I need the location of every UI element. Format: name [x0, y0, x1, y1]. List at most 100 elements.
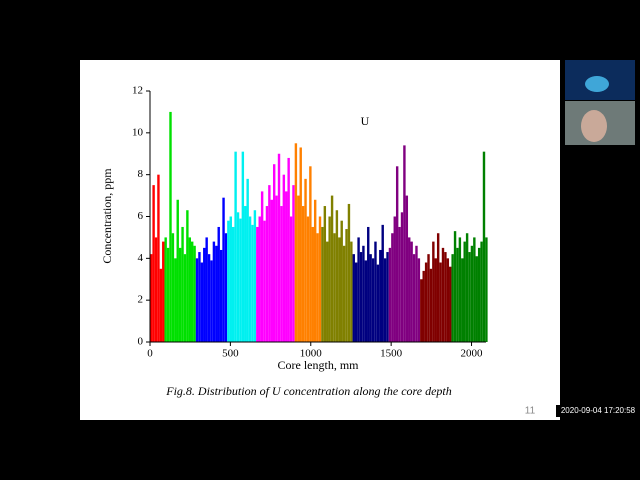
bar [420, 279, 423, 342]
y-tick-label: 2 [138, 294, 144, 306]
bar [323, 206, 327, 342]
bar [275, 195, 278, 342]
bar [236, 212, 240, 342]
bar [318, 216, 322, 342]
timestamp: 2020-09-04 17:20:58 [561, 406, 636, 415]
bar [301, 206, 305, 342]
participant-logo [585, 76, 609, 92]
bar [383, 258, 387, 342]
bar [379, 249, 382, 342]
bar [470, 245, 474, 342]
bar [198, 252, 201, 342]
bar [215, 245, 218, 342]
bar [195, 258, 199, 342]
bar [477, 247, 481, 342]
bar [251, 224, 254, 342]
bar [480, 241, 483, 342]
bar [367, 226, 370, 342]
bar [371, 258, 375, 342]
bar [166, 247, 170, 342]
bar [362, 245, 365, 342]
bar [253, 210, 257, 342]
bar [374, 241, 377, 342]
bar [485, 237, 488, 342]
bar [357, 237, 360, 342]
x-tick-label: 500 [222, 348, 239, 360]
bar [393, 216, 396, 342]
bar [398, 226, 401, 342]
bar [417, 258, 421, 342]
bar [458, 237, 462, 342]
bar [219, 249, 223, 342]
bar [287, 157, 290, 342]
bar [388, 247, 392, 342]
bar [210, 260, 213, 342]
bar [463, 241, 466, 342]
caption: Fig.8. Distribution of U concentration a… [165, 384, 452, 398]
bar [326, 241, 329, 342]
bar [190, 241, 194, 342]
bar [256, 226, 259, 342]
bar [212, 241, 216, 342]
bar [453, 231, 457, 342]
bar [410, 241, 413, 342]
bar [157, 174, 160, 342]
bar [304, 178, 307, 342]
bar [468, 252, 471, 342]
y-tick-label: 8 [138, 168, 144, 180]
bar [456, 247, 459, 342]
bar [306, 216, 310, 342]
bar [352, 254, 355, 342]
bar [227, 220, 230, 342]
bar [338, 237, 341, 342]
bar [183, 254, 187, 342]
bar [408, 237, 411, 342]
x-tick-label: 1500 [380, 348, 403, 360]
bar [277, 153, 281, 342]
bar [412, 254, 416, 342]
bar [292, 185, 295, 342]
bar [297, 195, 300, 342]
bar [328, 216, 331, 342]
bar [313, 199, 317, 342]
bar [260, 191, 264, 342]
bar [330, 195, 334, 342]
bar [270, 199, 273, 342]
bar [178, 247, 182, 342]
x-tick-label: 1000 [300, 348, 323, 360]
bar [309, 166, 312, 342]
bar [217, 226, 220, 342]
bar [186, 210, 189, 342]
bar [265, 206, 269, 342]
bar [222, 197, 225, 342]
bar [311, 226, 314, 342]
bar [441, 247, 445, 342]
bar [285, 191, 288, 342]
bar [342, 245, 346, 342]
x-axis-label: Core length, mm [278, 358, 360, 372]
bar [174, 258, 177, 342]
bar [263, 220, 266, 342]
bar [381, 224, 384, 342]
bar [294, 143, 298, 342]
participant-face [581, 110, 607, 142]
bar [164, 237, 167, 342]
bar [345, 229, 348, 342]
bar [150, 254, 153, 342]
x-tick-label: 2000 [461, 348, 484, 360]
bar [427, 254, 430, 342]
bar [231, 226, 235, 342]
bar [347, 203, 351, 342]
bar [391, 233, 394, 342]
bar [461, 258, 464, 342]
bar [395, 166, 399, 342]
bar [289, 216, 293, 342]
bar [369, 254, 372, 342]
bar [268, 185, 271, 342]
bar [207, 254, 211, 342]
bar [422, 270, 425, 342]
bar [246, 178, 249, 342]
bar [335, 210, 339, 342]
bar [432, 241, 435, 342]
